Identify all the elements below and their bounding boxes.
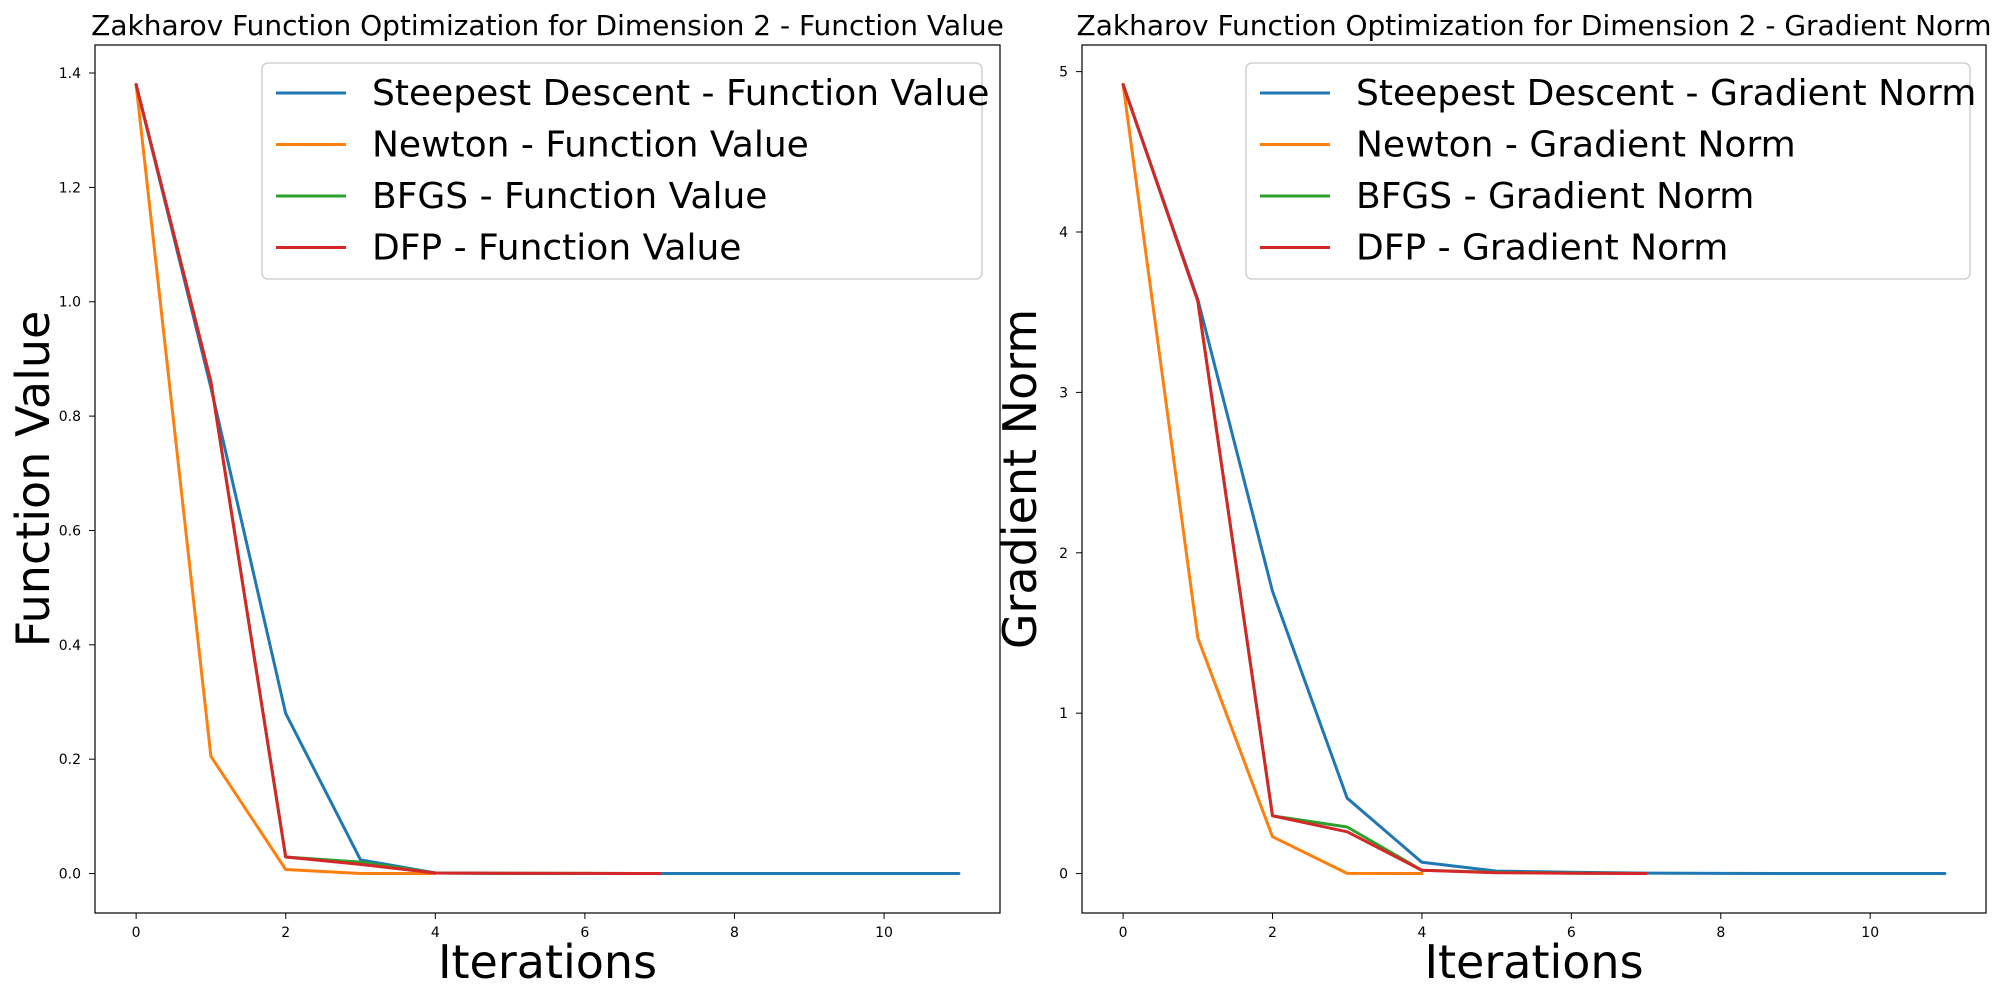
y-tick-label: 1.0 <box>59 295 81 311</box>
series-line <box>134 83 437 875</box>
y-tick-label: 1.2 <box>59 180 81 196</box>
y-tick-label: 1.4 <box>59 66 81 82</box>
x-tick-label: 10 <box>875 925 893 941</box>
x-tick-label: 4 <box>1417 925 1426 941</box>
x-tick-label: 0 <box>132 925 141 941</box>
legend-label: Newton - Gradient Norm <box>1356 125 1796 166</box>
legend-label: Steepest Descent - Function Value <box>372 73 989 114</box>
y-tick-label: 2 <box>1059 546 1068 562</box>
y-axis-label: Function Value <box>6 311 60 648</box>
x-axis-label: Iterations <box>438 935 657 989</box>
y-tick-label: 0.6 <box>59 523 81 539</box>
x-tick-label: 4 <box>431 925 440 941</box>
x-tick-label: 6 <box>580 925 589 941</box>
y-tick-label: 5 <box>1059 65 1068 81</box>
plot-frame <box>94 44 1001 914</box>
x-tick-label: 2 <box>1268 925 1277 941</box>
legend-label: DFP - Gradient Norm <box>1356 228 1728 269</box>
series-line <box>134 83 662 875</box>
gradient-norm-chart: Zakharov Function Optimization for Dimen… <box>993 9 1991 989</box>
y-tick-label: 3 <box>1059 385 1068 401</box>
legend-label: DFP - Function Value <box>372 228 741 269</box>
y-axis-label: Gradient Norm <box>993 309 1047 649</box>
y-tick-label: 4 <box>1059 225 1068 241</box>
x-axis-label: Iterations <box>1424 935 1643 989</box>
legend-label: BFGS - Gradient Norm <box>1356 176 1754 217</box>
plot-frame <box>1081 44 1987 914</box>
function-value-chart: Zakharov Function Optimization for Dimen… <box>6 9 1004 989</box>
legend-label: Newton - Function Value <box>372 125 809 166</box>
x-tick-label: 10 <box>1861 925 1879 941</box>
y-tick-label: 0.8 <box>59 409 81 425</box>
chart-title: Zakharov Function Optimization for Dimen… <box>1077 9 1992 42</box>
series-line <box>1121 83 1424 875</box>
x-tick-label: 6 <box>1567 925 1576 941</box>
chart-title: Zakharov Function Optimization for Dimen… <box>91 9 1004 42</box>
x-tick-label: 2 <box>281 925 290 941</box>
series-line <box>1121 83 1648 875</box>
y-tick-label: 0.4 <box>59 638 81 654</box>
legend-label: BFGS - Function Value <box>372 176 767 217</box>
y-tick-label: 1 <box>1059 706 1068 722</box>
legend-label: Steepest Descent - Gradient Norm <box>1356 73 1976 114</box>
x-tick-label: 8 <box>1716 925 1725 941</box>
y-tick-label: 0.2 <box>59 752 81 768</box>
y-tick-label: 0.0 <box>59 867 81 883</box>
y-tick-label: 0 <box>1059 867 1068 883</box>
legend-box <box>1245 62 1971 280</box>
legend-box <box>261 62 983 280</box>
x-tick-label: 0 <box>1119 925 1128 941</box>
x-tick-label: 8 <box>730 925 739 941</box>
